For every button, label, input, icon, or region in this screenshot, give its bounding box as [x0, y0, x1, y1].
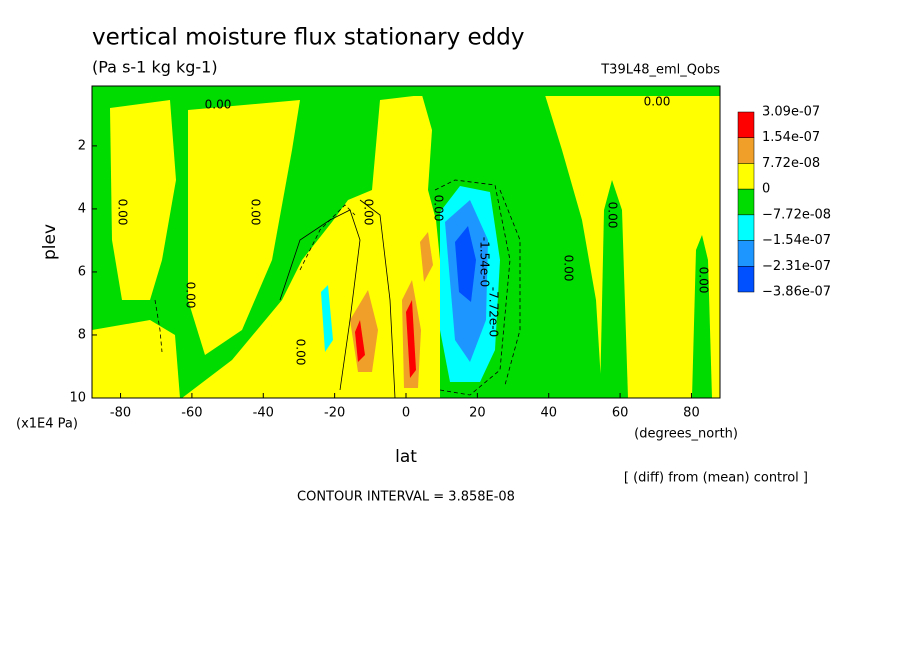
contour-label: 0.00: [249, 199, 263, 226]
contour-label: -7.72e-0: [487, 287, 501, 337]
y-tick-label: 4: [78, 201, 86, 216]
x-tick-label: 20: [469, 406, 486, 421]
contour-label: 0.00: [562, 255, 576, 282]
colorbar-label: 0: [762, 182, 770, 197]
colorbar-label: 1.54e-07: [762, 130, 820, 145]
colorbar-label: 3.09e-07: [762, 105, 820, 120]
x-tick-label: 0: [402, 406, 410, 421]
colorbar-label: −1.54e-07: [762, 233, 831, 248]
colorbar-swatch: [737, 137, 755, 164]
y-tick-label: 8: [78, 327, 86, 342]
x-tick-label: -20: [324, 406, 345, 421]
colorbar-swatch: [737, 111, 755, 138]
x-tick-label: 60: [612, 406, 629, 421]
contour-label: 0.00: [432, 195, 446, 222]
contour-label: 0.00: [697, 267, 711, 294]
colorbar-swatch: [737, 214, 755, 241]
chart-subtitle: (Pa s-1 kg kg-1): [92, 58, 218, 77]
x-tick-label: -60: [181, 406, 202, 421]
contour-label: 0.00: [184, 282, 198, 309]
contour-label: 0.00: [205, 98, 232, 112]
colorbar-swatch: [737, 240, 755, 267]
run-label: T39L48_eml_Qobs: [600, 63, 720, 78]
note: [ (diff) from (mean) control ]: [624, 471, 808, 486]
colorbar-label: 7.72e-08: [762, 156, 820, 171]
colorbar-label: −2.31e-07: [762, 259, 831, 274]
x-axis-label: lat: [395, 447, 417, 467]
y-tick-label: 10: [69, 391, 86, 406]
x-tick-label: 80: [683, 406, 700, 421]
chart-title: vertical moisture flux stationary eddy: [92, 25, 525, 51]
colorbar-swatch: [737, 266, 755, 293]
y-tick-label: 6: [78, 264, 86, 279]
x-tick-label: 40: [540, 406, 557, 421]
colorbar-label: −7.72e-08: [762, 207, 831, 222]
contour-label: 0.00: [362, 199, 376, 226]
colorbar-label: −3.86e-07: [762, 285, 831, 300]
colorbar-swatch: [737, 188, 755, 216]
contour-label: 0.00: [116, 199, 130, 226]
contour-label: 0.00: [294, 339, 308, 366]
contour-fills: [92, 86, 720, 398]
contour-label: 0.00: [606, 202, 620, 229]
y-units: (x1E4 Pa): [16, 417, 78, 432]
contour-interval: CONTOUR INTERVAL = 3.858E-08: [297, 490, 515, 505]
colorbar-swatch: [737, 163, 755, 190]
y-axis-label: plev: [40, 224, 60, 260]
x-units: (degrees_north): [634, 427, 738, 442]
contour-lines: [154, 179, 521, 399]
y-tick-label: 2: [78, 138, 86, 153]
contour-label: -1.54e-0: [478, 237, 492, 287]
x-tick-label: -40: [253, 406, 274, 421]
x-tick-label: -80: [110, 406, 131, 421]
contour-label: 0.00: [644, 95, 671, 109]
